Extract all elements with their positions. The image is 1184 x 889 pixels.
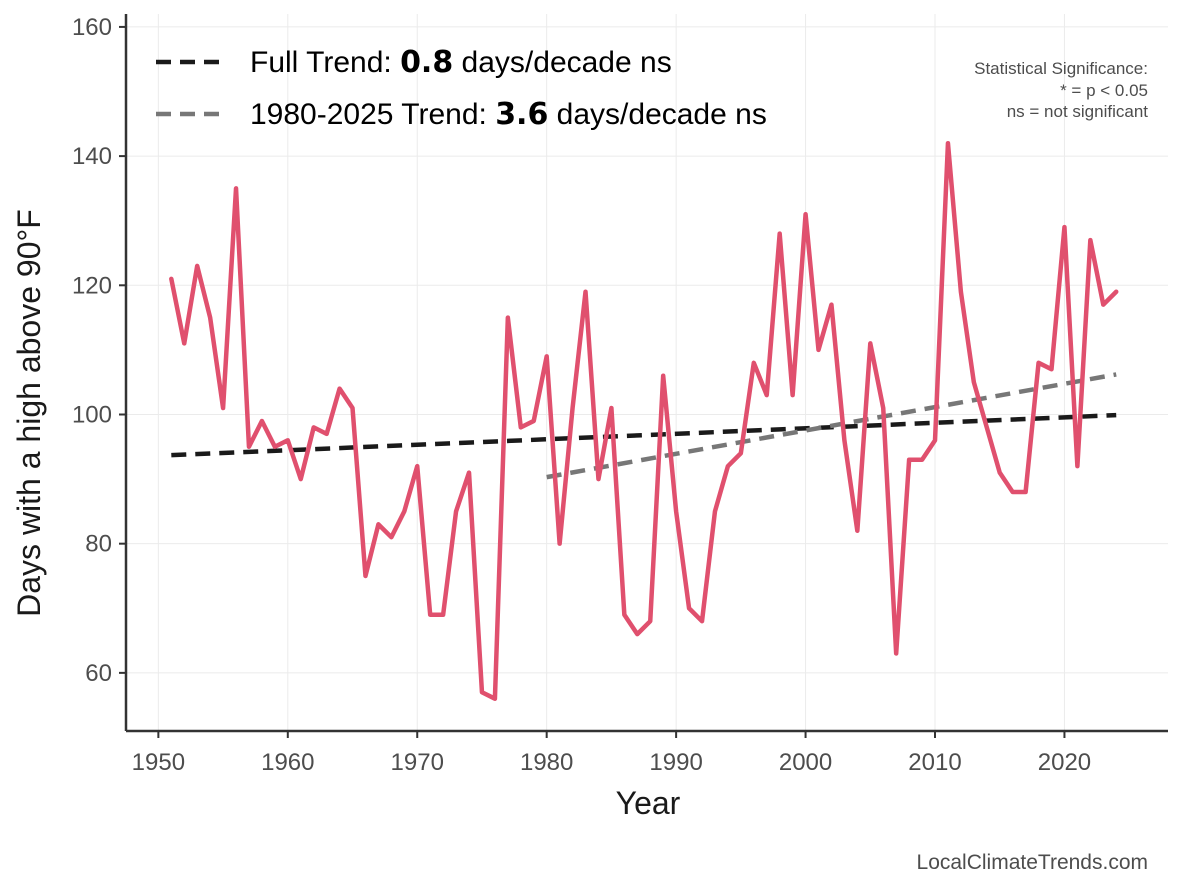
data-series [169, 140, 1119, 701]
y-gridlines [126, 26, 1168, 674]
x-tick-label: 1970 [391, 749, 444, 776]
legend-entry-full-trend: Full Trend: 0.8 days/decade ns [156, 45, 672, 80]
x-tick-label: 1960 [261, 749, 314, 776]
y-tick-label: 160 [72, 14, 112, 41]
y-axis-title: Days with a high above 90°F [11, 209, 47, 617]
y-tick-label: 120 [72, 272, 112, 299]
trend-lines [171, 372, 1117, 480]
recent-trend-line [546, 372, 1117, 480]
legend-value-recent-trend: 3.6 [495, 97, 548, 132]
legend-prefix-recent-trend: 1980-2025 Trend: [250, 98, 495, 131]
y-tick-label: 140 [72, 143, 112, 170]
legend-value-full-trend: 0.8 [400, 45, 453, 80]
x-tick-label: 1990 [649, 749, 702, 776]
significance-note: Statistical Significance: * = p < 0.05 n… [974, 59, 1148, 121]
legend-suffix-recent-trend: days/decade ns [548, 98, 766, 131]
significance-note-line-2: ns = not significant [1007, 102, 1149, 121]
x-tick-label: 2010 [908, 749, 961, 776]
x-tick-label: 1980 [520, 749, 573, 776]
significance-note-title: Statistical Significance: [974, 59, 1148, 78]
x-tick-label: 1950 [132, 749, 185, 776]
x-axis-title: Year [616, 785, 681, 821]
x-gridlines [157, 14, 1065, 731]
y-tick-label: 80 [85, 531, 112, 558]
legend-label-full-trend: Full Trend: 0.8 days/decade ns [250, 45, 672, 80]
legend-label-recent-trend: 1980-2025 Trend: 3.6 days/decade ns [250, 97, 767, 132]
y-axis-ticks: 60 80 100 120 140 160 [72, 14, 126, 687]
days-above-90-series-line [169, 140, 1119, 701]
legend-suffix-full-trend: days/decade ns [453, 46, 671, 79]
legend-prefix-full-trend: Full Trend: [250, 46, 400, 79]
full-trend-line [171, 412, 1117, 458]
x-tick-label: 2020 [1038, 749, 1091, 776]
source-caption: LocalClimateTrends.com [917, 851, 1148, 874]
significance-note-line-1: * = p < 0.05 [1060, 81, 1148, 100]
y-tick-label: 60 [85, 660, 112, 687]
y-tick-label: 100 [72, 401, 112, 428]
legend: Full Trend: 0.8 days/decade ns 1980-2025… [156, 45, 767, 132]
x-tick-label: 2000 [779, 749, 832, 776]
x-axis-ticks: 1950 1960 1970 1980 1990 2000 2010 2020 [132, 731, 1091, 776]
legend-entry-recent-trend: 1980-2025 Trend: 3.6 days/decade ns [156, 97, 767, 132]
